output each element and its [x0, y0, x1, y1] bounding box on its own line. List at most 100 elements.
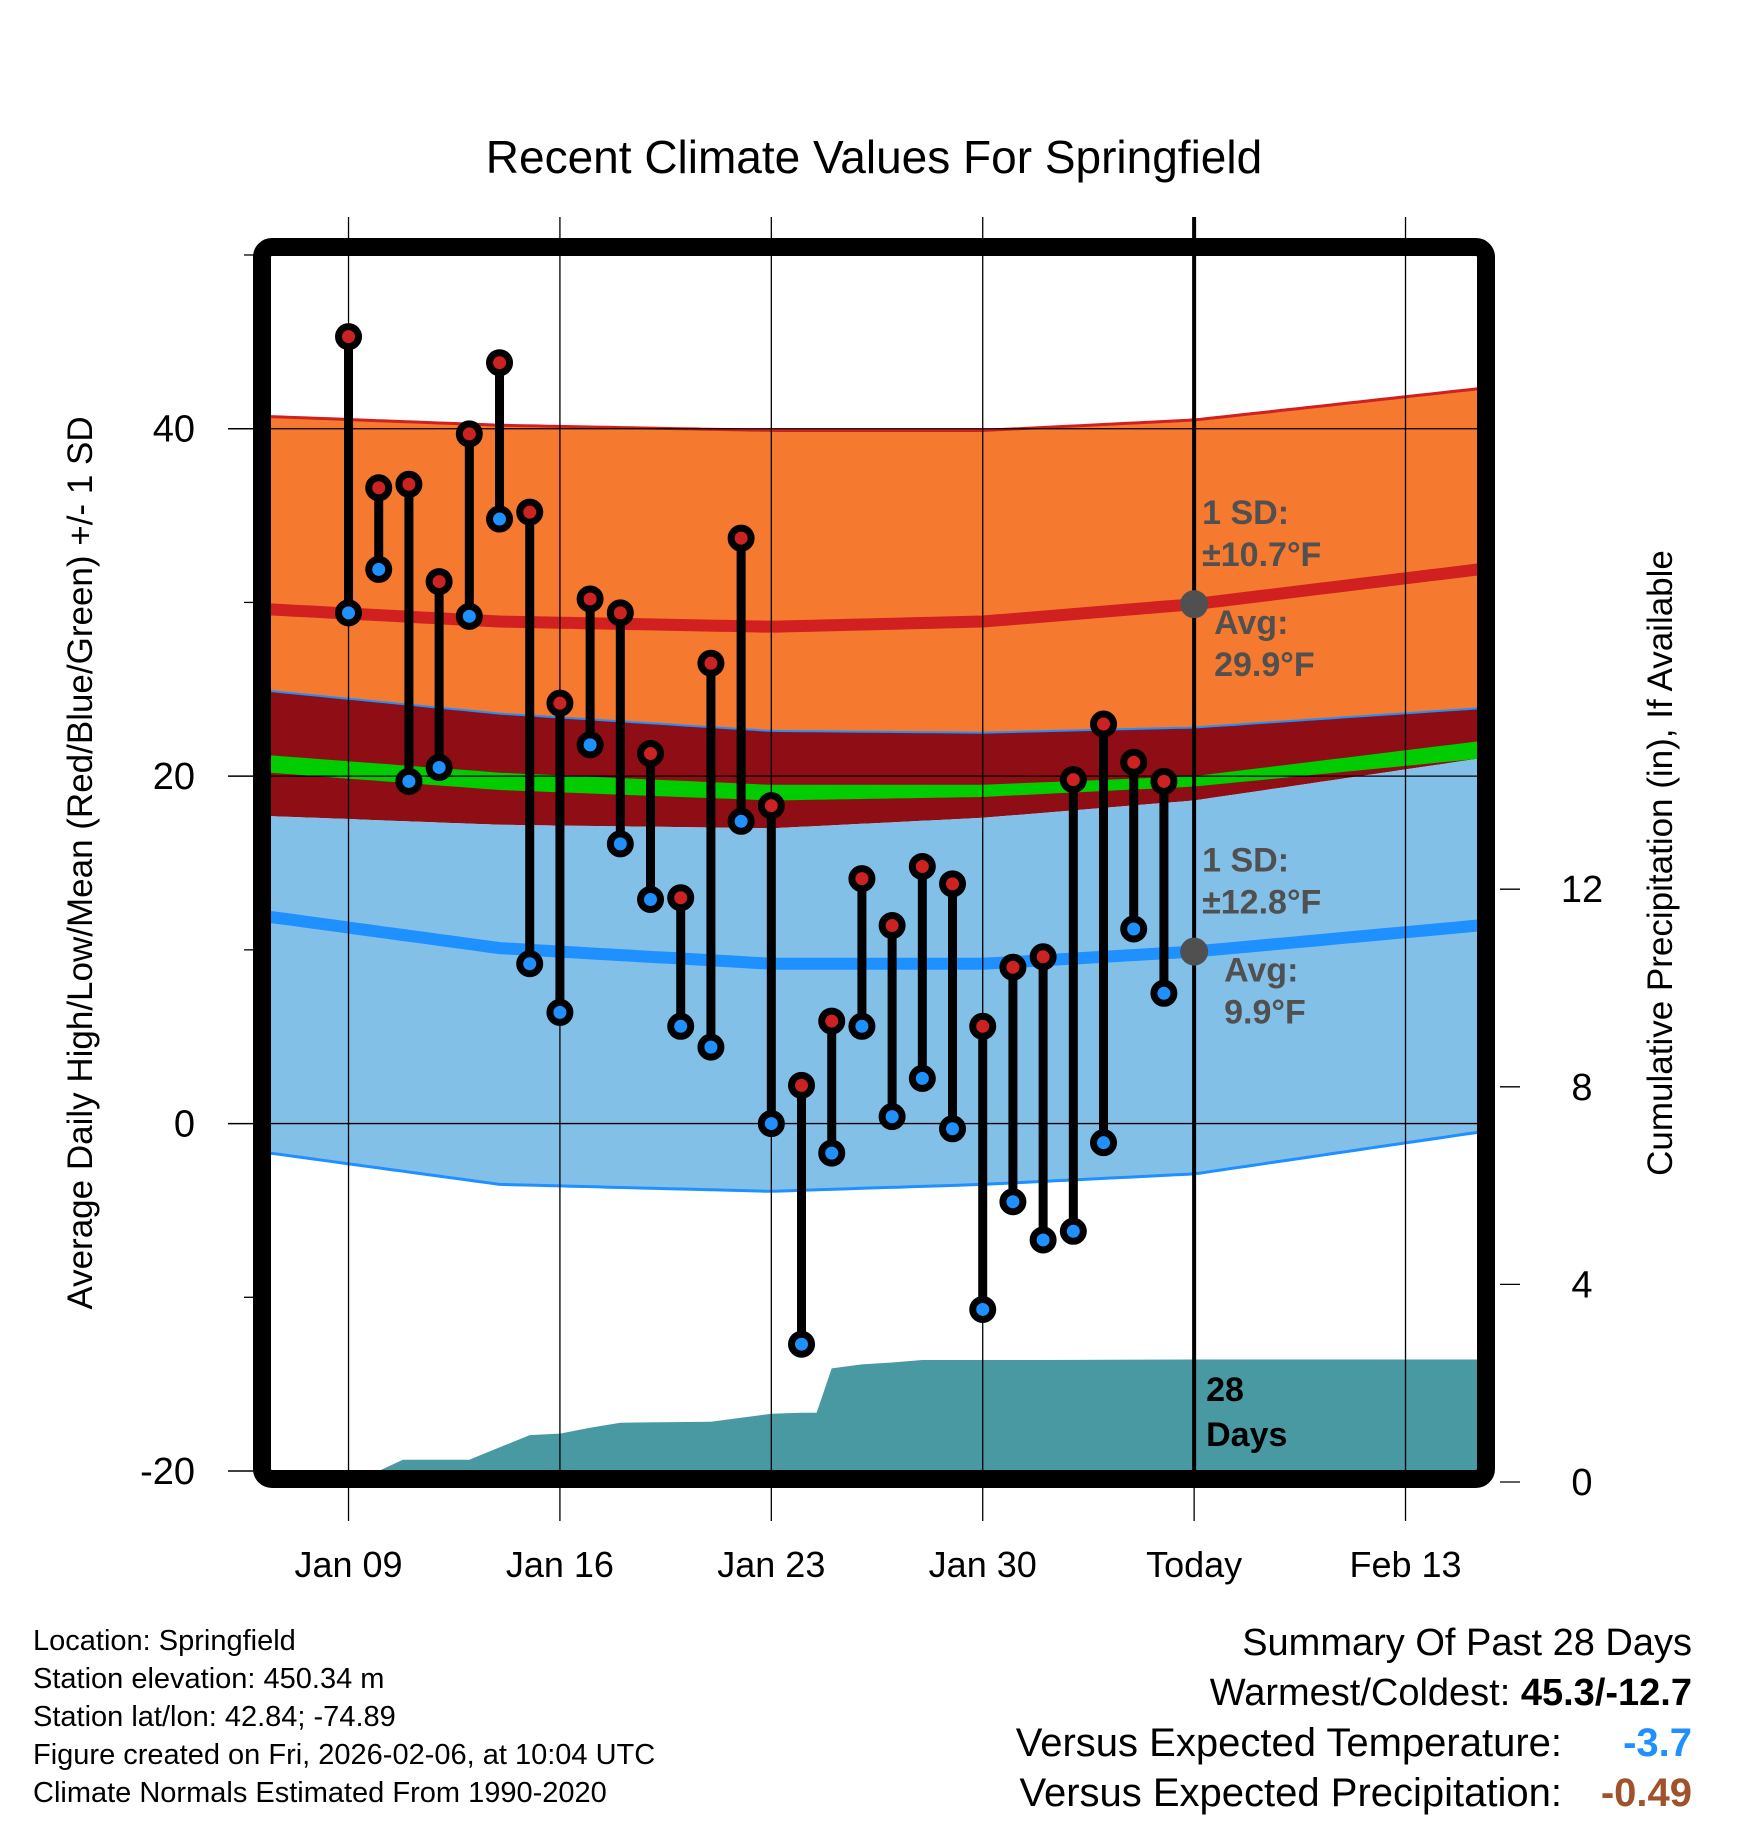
info-latlon: Station lat/lon: 42.84; -74.89	[33, 1701, 396, 1733]
high-low-overlap-band	[270, 691, 1478, 829]
high-temp-marker	[939, 870, 967, 898]
high-temp-marker	[1090, 710, 1118, 738]
high-temp-marker	[516, 498, 544, 526]
high-temp-marker	[637, 740, 665, 768]
high-temp-marker	[999, 953, 1027, 981]
y2-tick-label: 12	[1561, 869, 1603, 911]
low-temp-marker	[908, 1064, 936, 1092]
low-temp-marker	[969, 1295, 997, 1323]
precip-value: -0.49	[1600, 1771, 1692, 1815]
high-temp-marker	[969, 1012, 997, 1040]
high-temp-marker	[908, 852, 936, 880]
x-tick-label: Jan 16	[506, 1544, 614, 1585]
high-temp-marker	[818, 1007, 846, 1035]
extremes-value: 45.3/-12.7	[1520, 1672, 1692, 1714]
low-temp-marker	[606, 830, 634, 858]
window-days-number: 28	[1206, 1371, 1244, 1409]
y2-tick-label: 4	[1571, 1264, 1592, 1306]
high-temp-marker	[1059, 766, 1087, 794]
precip-label: Versus Expected Precipitation:	[1019, 1771, 1562, 1815]
high-temp-marker	[788, 1071, 816, 1099]
low-temp-marker	[757, 1110, 785, 1138]
high-temp-marker	[335, 323, 363, 351]
low-temp-marker	[667, 1012, 695, 1040]
info-elevation: Station elevation: 450.34 m	[33, 1663, 385, 1695]
high-temp-marker	[486, 349, 514, 377]
low-temp-marker	[878, 1103, 906, 1131]
high-temp-marker	[1150, 767, 1178, 795]
precipitation-area	[270, 1359, 1478, 1471]
low-temp-marker	[455, 602, 483, 630]
window-days-label: Days	[1206, 1416, 1287, 1454]
low-temp-marker	[395, 767, 423, 795]
low-temp-marker	[425, 753, 453, 781]
high-temp-marker	[365, 474, 393, 502]
low-temp-marker	[1090, 1129, 1118, 1157]
plot-frame	[253, 238, 1495, 1488]
info-location: Location: Springfield	[33, 1625, 296, 1657]
y-tick-label: 0	[174, 1104, 195, 1146]
high-temp-marker	[576, 585, 604, 613]
info-normals: Climate Normals Estimated From 1990-2020	[33, 1777, 607, 1809]
today-high-avg-dot	[1180, 590, 1209, 619]
low-temp-marker	[848, 1012, 876, 1040]
low-temp-marker	[1120, 915, 1148, 943]
temp-value: -3.7	[1623, 1721, 1692, 1765]
low-avg-line	[270, 910, 1478, 970]
high-temp-marker	[1029, 943, 1057, 971]
x-tick-label: Feb 13	[1349, 1544, 1461, 1585]
y2-tick-label: 8	[1571, 1067, 1592, 1109]
low-avg-value: 9.9°F	[1224, 994, 1306, 1032]
low-temp-marker	[697, 1033, 725, 1061]
x-tick-label: Today	[1146, 1544, 1242, 1585]
high-temp-marker	[697, 649, 725, 677]
low-temp-marker	[335, 599, 363, 627]
climate-chart: Recent Climate Values For Springfield Ja…	[61, 131, 1680, 1600]
high-temp-marker	[878, 912, 906, 940]
low-temp-marker	[546, 998, 574, 1026]
low-temp-marker	[939, 1115, 967, 1143]
high-temp-marker	[1120, 748, 1148, 776]
high-temp-marker	[425, 568, 453, 596]
y2-axis-label: Cumulative Precipitation (in), If Availa…	[1641, 550, 1680, 1176]
high-avg-value: 29.9°F	[1214, 646, 1315, 684]
low-temp-marker	[1029, 1226, 1057, 1254]
high-sd-value: ±10.7°F	[1202, 536, 1321, 574]
low-temp-marker	[1150, 979, 1178, 1007]
high-temp-marker	[395, 470, 423, 498]
temp-label: Versus Expected Temperature:	[1015, 1721, 1562, 1765]
y-tick-label: 20	[153, 756, 195, 798]
high-sd-band	[270, 388, 1478, 733]
chart-title: Recent Climate Values For Springfield	[486, 131, 1262, 183]
low-temp-marker	[1059, 1217, 1087, 1245]
low-temp-marker	[365, 555, 393, 583]
low-temp-marker	[576, 731, 604, 759]
high-sd-label: 1 SD:	[1202, 494, 1289, 532]
extremes-label: Warmest/Coldest:	[1209, 1672, 1521, 1714]
summary-panel: Summary Of Past 28 Days Warmest/Coldest:…	[1016, 1618, 1692, 1818]
y-axis-label: Average Daily High/Low/Mean (Red/Blue/Gr…	[61, 416, 100, 1309]
high-temp-marker	[606, 599, 634, 627]
high-temp-marker	[546, 689, 574, 717]
summary-temp-row: Versus Expected Temperature: -3.7	[1016, 1718, 1692, 1768]
low-temp-marker	[999, 1188, 1027, 1216]
y-tick-label: -20	[140, 1451, 195, 1493]
low-temp-marker	[516, 950, 544, 978]
low-avg-label: Avg:	[1224, 952, 1298, 990]
high-avg-label: Avg:	[1214, 604, 1288, 642]
station-info: Location: Springfield Station elevation:…	[33, 1622, 655, 1812]
x-tick-label: Jan 30	[929, 1544, 1037, 1585]
low-temp-marker	[486, 505, 514, 533]
low-sd-band	[270, 758, 1478, 1192]
x-axis-label: Day	[840, 1594, 908, 1600]
summary-precip-row: Versus Expected Precipitation: -0.49	[1016, 1768, 1692, 1818]
y-tick-label: 40	[153, 409, 195, 451]
high-temp-marker	[727, 524, 755, 552]
low-temp-marker	[727, 807, 755, 835]
summary-extremes: Warmest/Coldest: 45.3/-12.7	[1016, 1668, 1692, 1718]
low-sd-value: ±12.8°F	[1202, 884, 1321, 922]
x-tick-label: Jan 09	[294, 1544, 402, 1585]
low-temp-marker	[818, 1139, 846, 1167]
x-tick-label: Jan 23	[717, 1544, 825, 1585]
today-low-avg-dot	[1180, 937, 1209, 966]
